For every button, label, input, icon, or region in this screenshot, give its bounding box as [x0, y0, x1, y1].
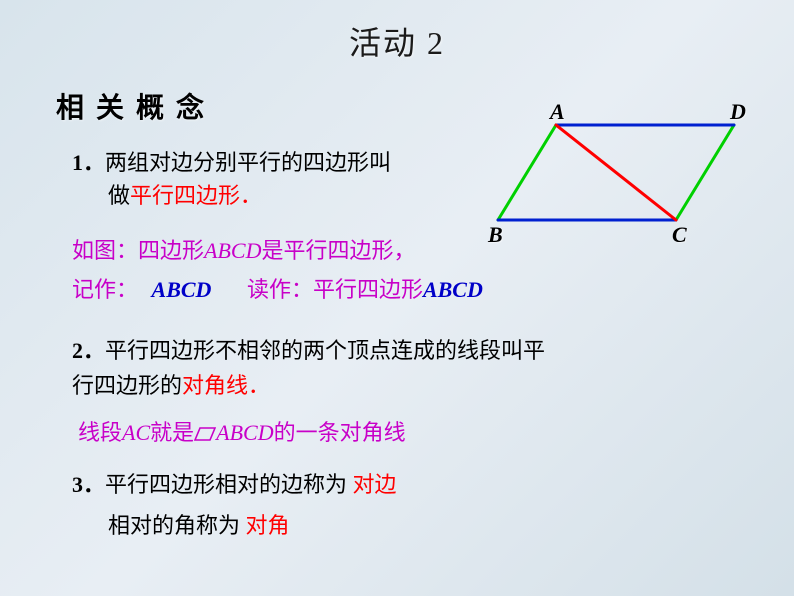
item-3-red-b: 对角 [246, 513, 290, 538]
ex2-abcd: ABCD [152, 277, 212, 302]
ac-mid: 就是 [150, 420, 194, 445]
item-3-red-a: 对边 [353, 472, 397, 497]
diagram-svg [486, 110, 746, 245]
item-2-line1: 2．平行四边形不相邻的两个顶点连成的线段叫平 [72, 306, 754, 367]
ex1-suffix: 是平行四边形， [261, 238, 415, 263]
item-1-text-b-red: 平行四边形． [130, 183, 262, 208]
ac-suffix: 的一条对角线 [274, 420, 406, 445]
ac-label: AC [122, 420, 150, 445]
page-title: 活动 2 [0, 0, 794, 64]
item-3-text-a: 平行四边形相对的边称为 [105, 472, 353, 497]
example-line-2: 记作： ABCD 读作：平行四边形ABCD [72, 267, 754, 306]
parallelogram-icon [194, 427, 216, 441]
item-2-text-b-red: 对角线． [182, 373, 270, 398]
ex2-prefix: 记作： [72, 277, 138, 302]
item-3-number: 3． [72, 472, 105, 497]
item-1-text-b-pre: 做 [108, 183, 130, 208]
item-3-line1: 3．平行四边形相对的边称为 对边 [72, 449, 754, 502]
parallelogram-diagram: A B C D [486, 110, 746, 245]
diagonal-line: 线段AC就是 ABCD的一条对角线 [72, 402, 754, 449]
ex1-prefix: 如图：四边形 [72, 238, 204, 263]
item-2-text-b-pre: 行四边形的 [72, 373, 182, 398]
ex2-notation: ABCD [144, 277, 217, 302]
item-1-text-a: 两组对边分别平行的四边形叫 [105, 150, 391, 175]
vertex-label-c: C [672, 222, 687, 248]
ex2-abcd2: ABCD [423, 277, 483, 302]
item-1-number: 1． [72, 150, 105, 175]
ac-abcd: ABCD [216, 420, 273, 445]
ex1-abcd: ABCD [204, 238, 261, 263]
item-3-line2: 相对的角称为 对角 [72, 502, 754, 540]
item-3-text-b: 相对的角称为 [108, 513, 246, 538]
vertex-label-a: A [550, 99, 565, 125]
item-2-text-a: 平行四边形不相邻的两个顶点连成的线段叫平 [105, 338, 545, 363]
ac-prefix: 线段 [78, 420, 122, 445]
vertex-label-d: D [730, 99, 746, 125]
vertex-label-b: B [488, 222, 503, 248]
item-2-number: 2． [72, 338, 105, 363]
item-2-line2: 行四边形的对角线． [72, 367, 754, 402]
ex2-mid: 读作：平行四边形 [217, 277, 423, 302]
